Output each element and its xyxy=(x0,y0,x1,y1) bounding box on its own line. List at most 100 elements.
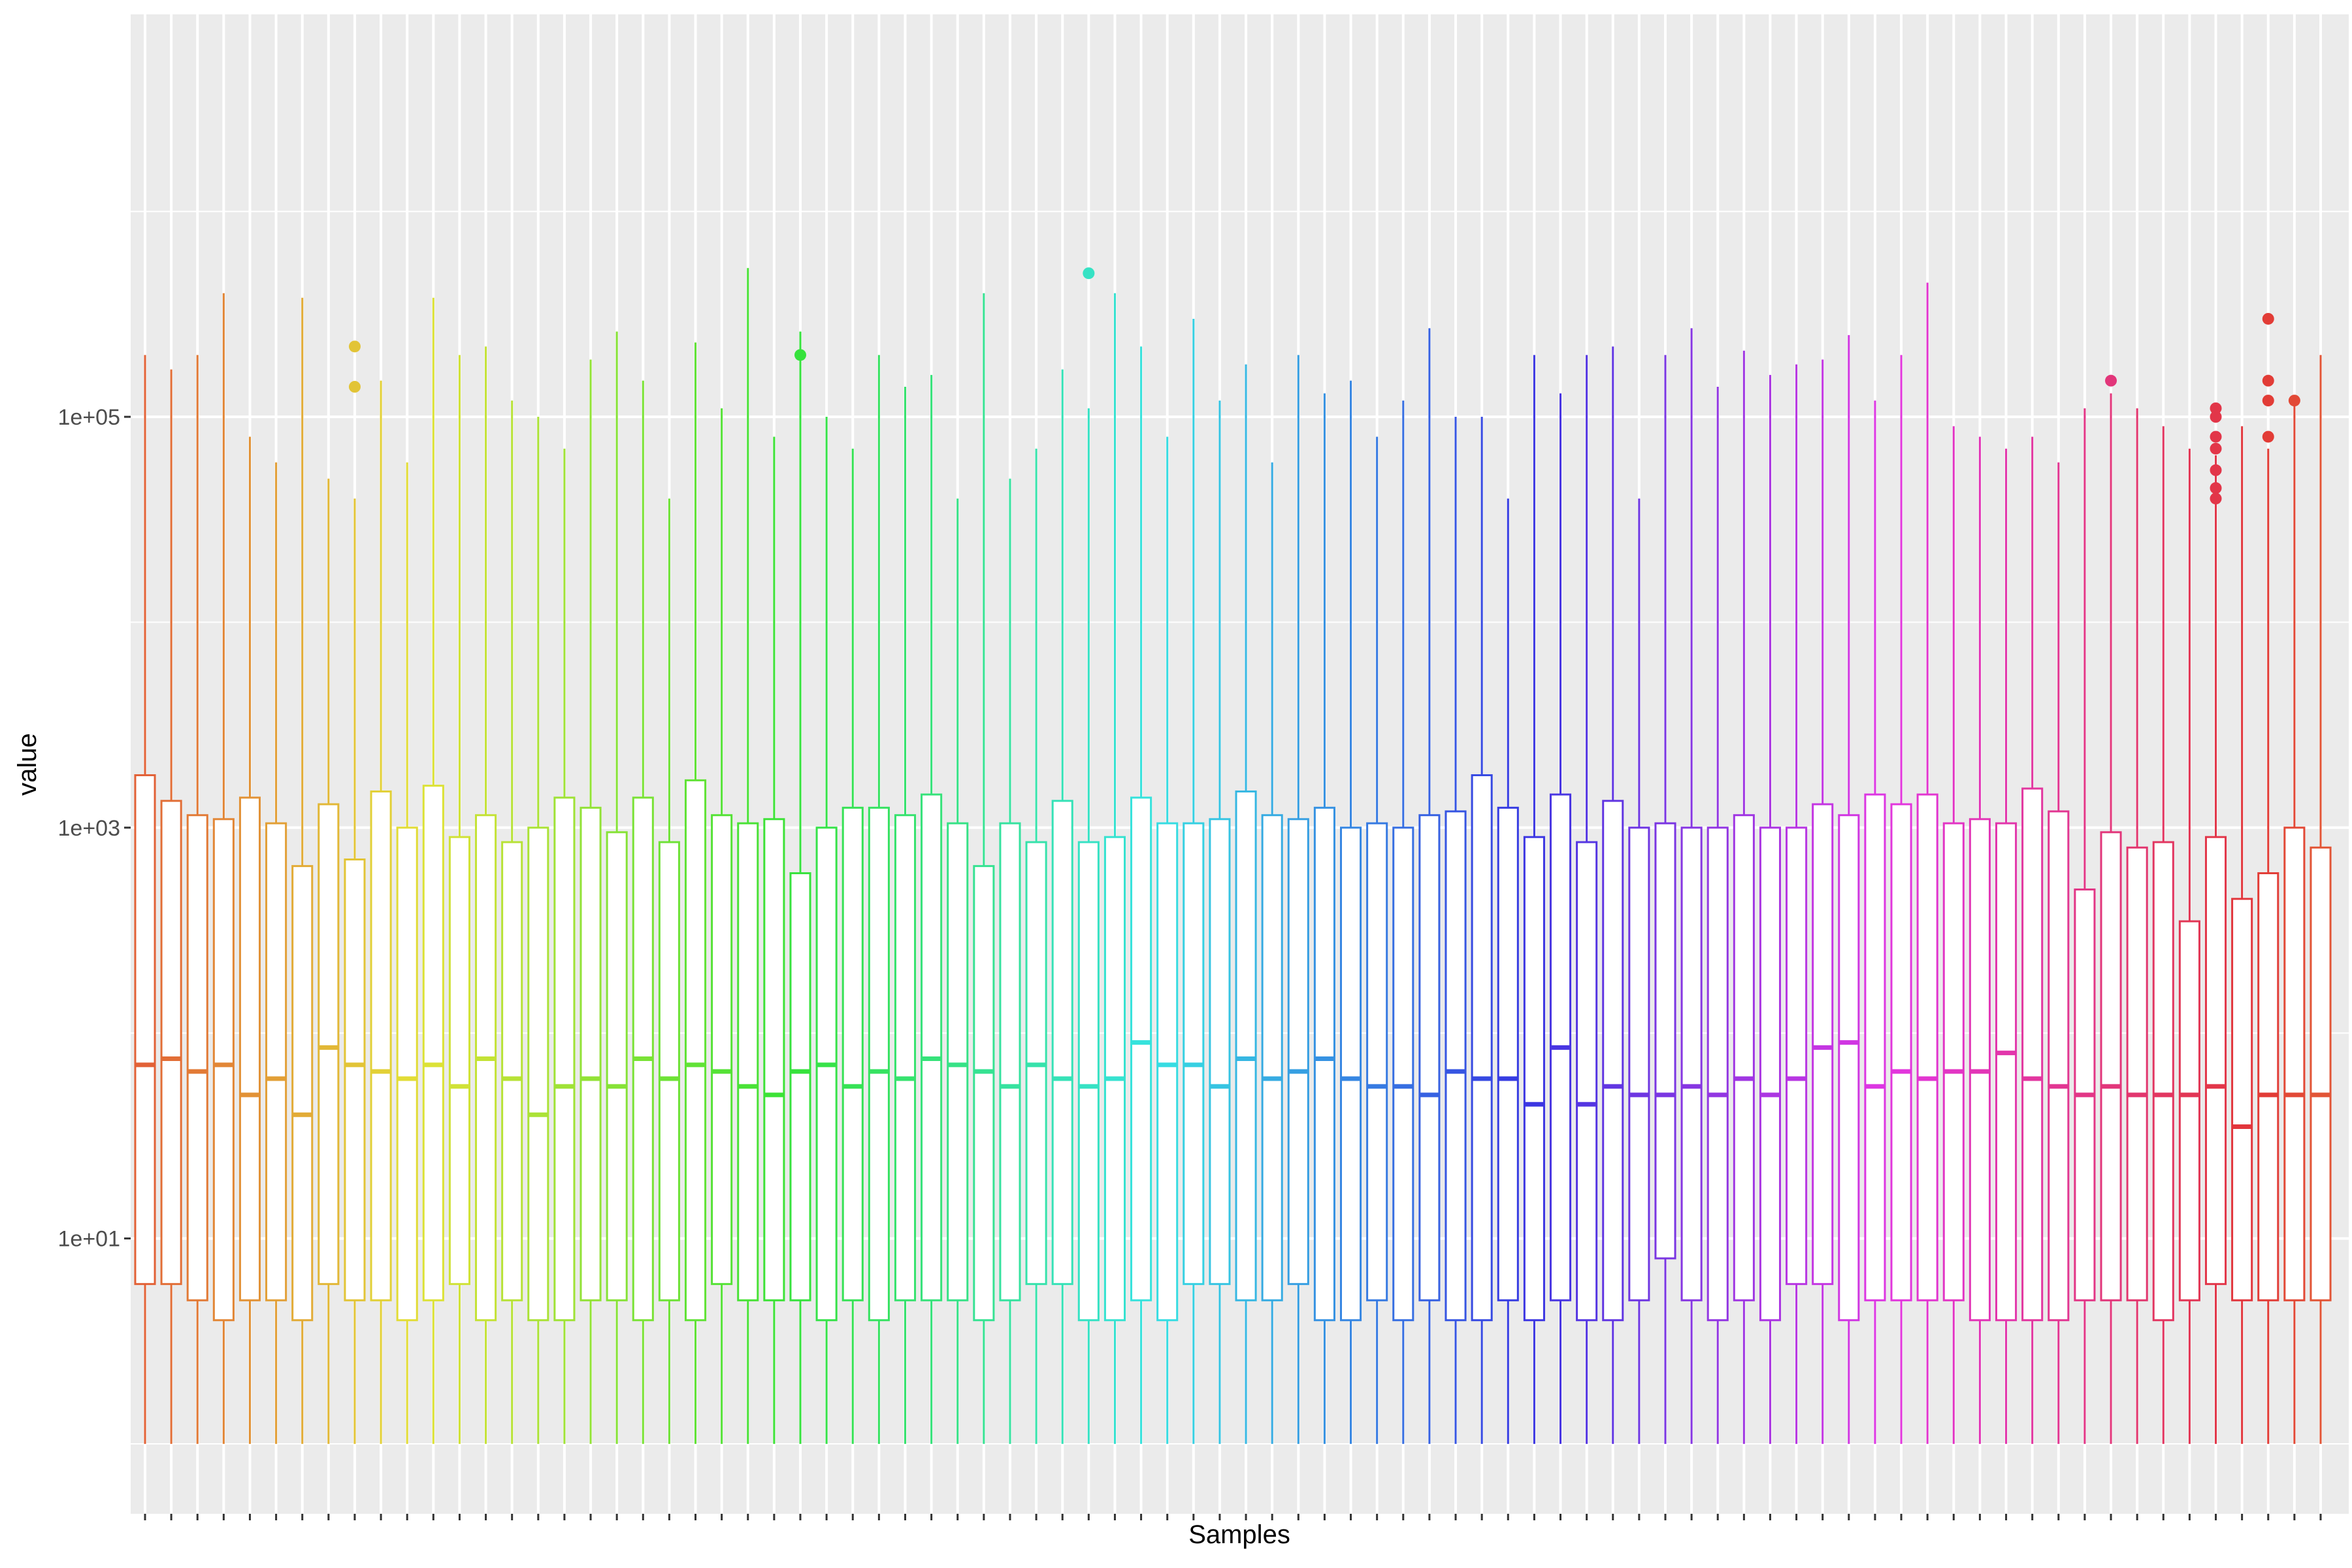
box-sample-26 xyxy=(789,331,811,1444)
box xyxy=(160,800,182,1285)
box xyxy=(186,814,208,1301)
box-sample-8 xyxy=(318,478,340,1444)
outlier-point xyxy=(1083,267,1095,280)
box xyxy=(1602,800,1624,1322)
box xyxy=(475,814,497,1322)
box-sample-24 xyxy=(737,268,759,1444)
box-sample-43 xyxy=(1235,364,1257,1444)
box xyxy=(238,796,261,1301)
box-sample-70 xyxy=(1942,426,1965,1444)
box xyxy=(527,826,549,1322)
box-sample-73 xyxy=(2021,436,2044,1444)
box xyxy=(1287,818,1309,1285)
box xyxy=(553,796,576,1322)
box-sample-82 xyxy=(2257,448,2279,1444)
box-sample-10 xyxy=(370,380,392,1444)
box xyxy=(1654,822,1676,1260)
box xyxy=(999,822,1021,1301)
box-sample-71 xyxy=(1968,436,1991,1444)
box-sample-79 xyxy=(2178,448,2200,1444)
box xyxy=(396,826,418,1322)
box-sample-45 xyxy=(1287,355,1309,1444)
box xyxy=(1445,810,1467,1322)
box-sample-61 xyxy=(1707,387,1729,1444)
box xyxy=(1183,822,1205,1285)
box-sample-53 xyxy=(1497,498,1519,1444)
outlier-point xyxy=(2210,442,2222,455)
box-sample-58 xyxy=(1628,498,1650,1444)
box xyxy=(2048,810,2070,1322)
y-axis-title: value xyxy=(13,733,42,796)
box-sample-3 xyxy=(186,355,208,1444)
box-sample-78 xyxy=(2152,426,2174,1444)
box-sample-9 xyxy=(344,498,366,1444)
box-sample-38 xyxy=(1103,293,1126,1444)
box xyxy=(1313,806,1335,1322)
box xyxy=(2283,826,2306,1301)
box xyxy=(2021,787,2044,1322)
outlier-point xyxy=(2210,464,2222,476)
box xyxy=(1209,818,1231,1285)
box-sample-64 xyxy=(1786,364,1808,1444)
box xyxy=(1628,826,1650,1301)
box-sample-56 xyxy=(1576,355,1598,1444)
box-sample-84 xyxy=(2310,355,2332,1444)
outlier-point xyxy=(2210,493,2222,505)
box-sample-81 xyxy=(2231,426,2253,1444)
box xyxy=(1864,793,1886,1301)
box xyxy=(1077,841,1100,1322)
box xyxy=(1339,826,1362,1322)
box-sample-52 xyxy=(1471,417,1493,1444)
box xyxy=(947,822,969,1301)
box-sample-4 xyxy=(212,293,235,1444)
box-sample-31 xyxy=(921,374,943,1444)
box xyxy=(1261,814,1283,1301)
box xyxy=(2100,831,2122,1301)
box xyxy=(2152,841,2174,1322)
box-sample-65 xyxy=(1812,359,1834,1444)
box xyxy=(1366,822,1388,1301)
box-sample-18 xyxy=(580,359,602,1444)
box xyxy=(1392,826,1414,1322)
box xyxy=(2310,846,2332,1301)
box-sample-74 xyxy=(2048,462,2070,1444)
box xyxy=(1418,814,1441,1301)
box xyxy=(370,790,392,1301)
box-sample-21 xyxy=(658,498,680,1444)
box xyxy=(291,865,314,1322)
box-sample-7 xyxy=(291,297,314,1444)
box-sample-32 xyxy=(947,498,969,1444)
box-sample-66 xyxy=(1838,335,1860,1444)
box xyxy=(1235,790,1257,1301)
outlier-point xyxy=(2210,482,2222,495)
outlier-point xyxy=(2210,411,2222,423)
box-sample-59 xyxy=(1654,355,1676,1444)
box xyxy=(658,841,680,1301)
box-sample-80 xyxy=(2204,455,2227,1444)
box xyxy=(448,836,470,1285)
box-sample-55 xyxy=(1549,393,1572,1444)
box xyxy=(1916,793,1938,1301)
box xyxy=(2126,846,2148,1301)
outlier-point xyxy=(794,349,807,361)
box-sample-13 xyxy=(448,355,470,1444)
box xyxy=(1890,803,1912,1301)
box-sample-69 xyxy=(1916,282,1938,1444)
box xyxy=(711,814,733,1285)
box xyxy=(422,785,444,1301)
box-sample-2 xyxy=(160,369,182,1444)
outlier-point xyxy=(2210,431,2222,443)
y-tick-label: 1e+01 xyxy=(58,1227,121,1252)
box xyxy=(344,858,366,1301)
box xyxy=(212,818,235,1322)
box-sample-6 xyxy=(265,462,287,1444)
outlier-point xyxy=(348,340,361,353)
box-sample-77 xyxy=(2126,408,2148,1444)
box-sample-68 xyxy=(1890,355,1912,1444)
box xyxy=(580,806,602,1301)
box-sample-39 xyxy=(1130,346,1152,1444)
box xyxy=(789,872,811,1301)
box xyxy=(737,822,759,1301)
boxes xyxy=(134,267,2332,1444)
